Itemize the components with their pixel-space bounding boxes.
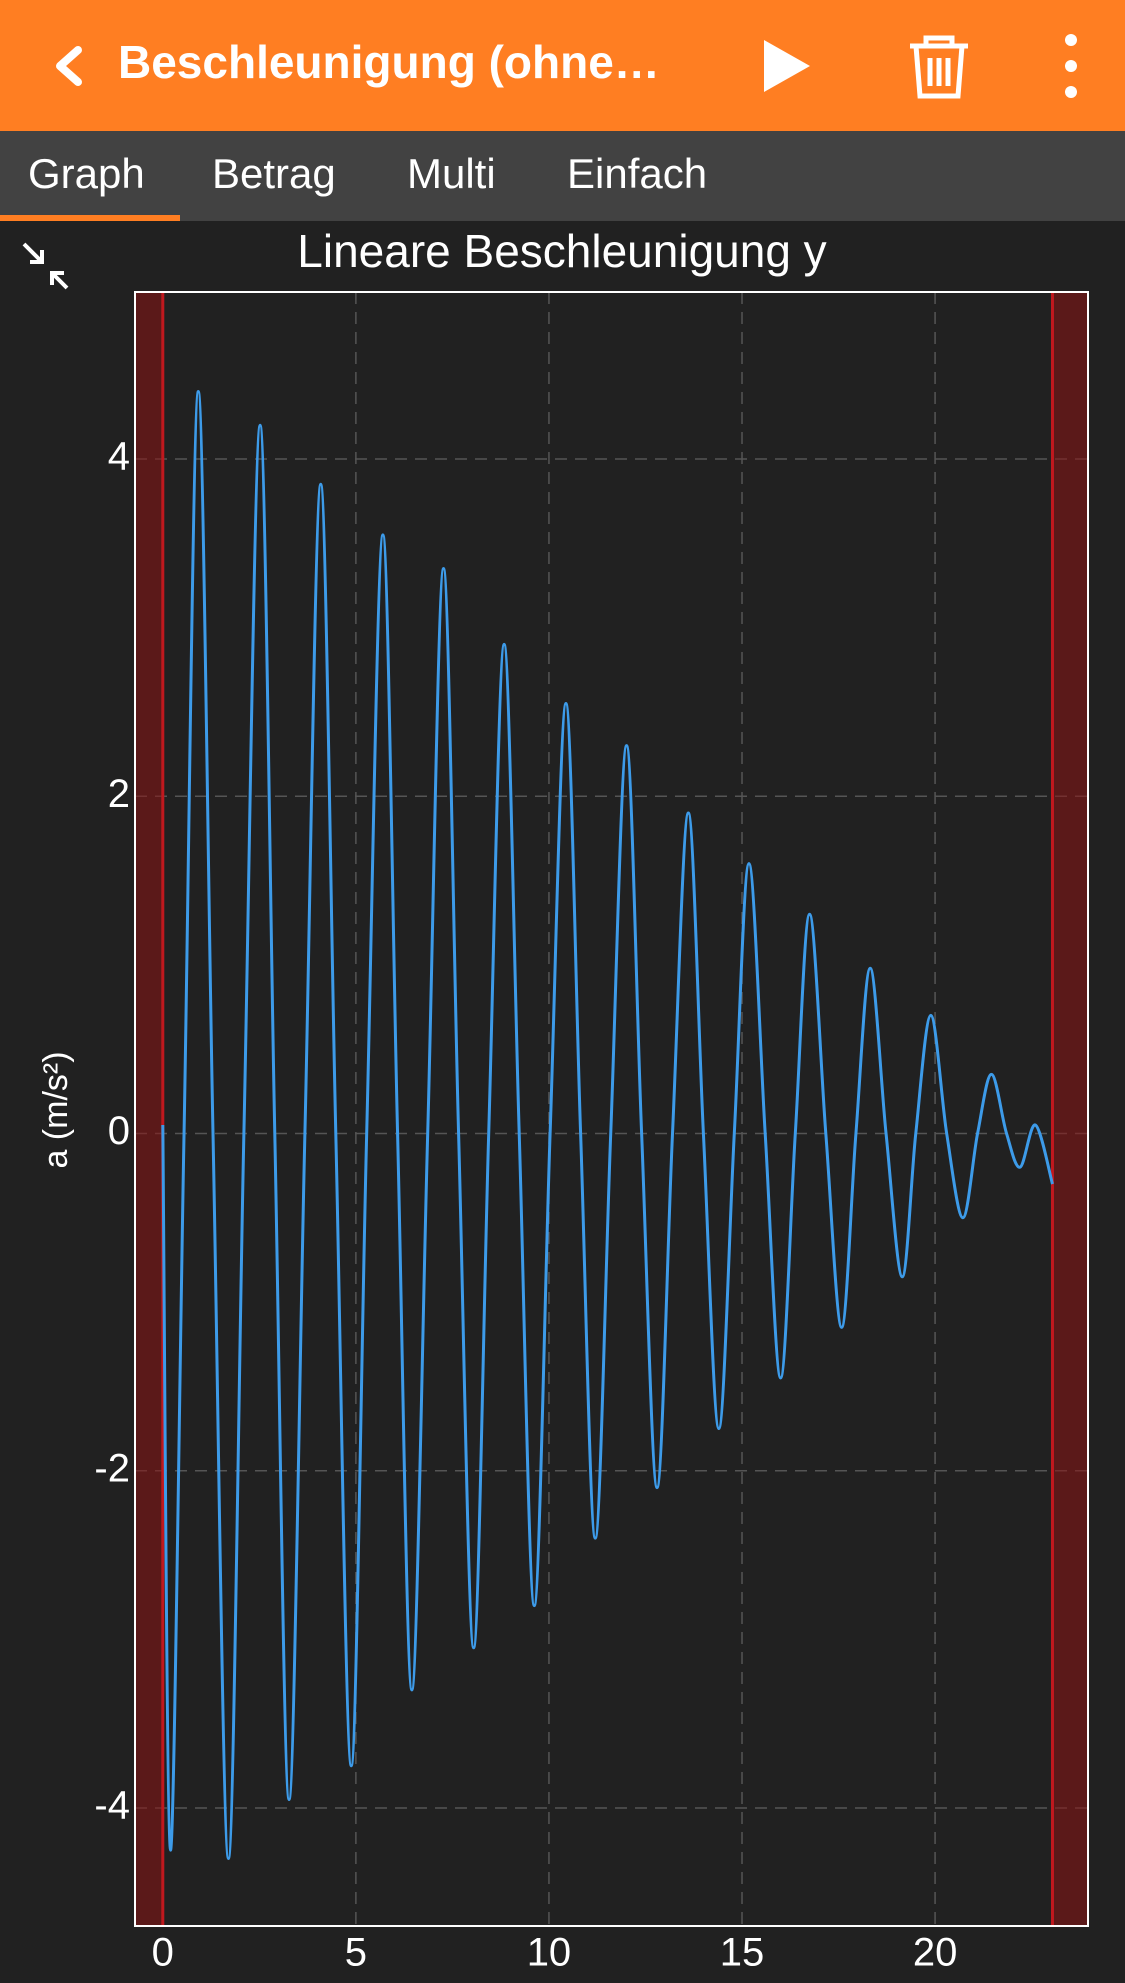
- header-title: Beschleunigung (ohne…: [118, 36, 660, 88]
- x-tick-label: 0: [152, 1931, 174, 1975]
- delete-button[interactable]: [910, 35, 968, 99]
- y-tick-label: -2: [94, 1446, 130, 1490]
- active-tab-indicator: [0, 215, 180, 221]
- out-of-range-shade: [1052, 292, 1088, 1926]
- y-tick-label: 2: [108, 772, 130, 816]
- tab[interactable]: Betrag: [212, 150, 336, 197]
- tab[interactable]: Einfach: [567, 150, 707, 197]
- x-tick-label: 15: [720, 1931, 765, 1975]
- y-tick-label: 0: [108, 1109, 130, 1153]
- out-of-range-shade: [135, 292, 163, 1926]
- tab-bar: [0, 131, 1125, 221]
- x-tick-label: 10: [527, 1931, 572, 1975]
- x-tick-label: 5: [345, 1931, 367, 1975]
- tab[interactable]: Multi: [407, 150, 496, 197]
- chart-title: Lineare Beschleunigung y: [297, 225, 826, 277]
- y-tick-label: -4: [94, 1784, 130, 1828]
- play-button[interactable]: [764, 40, 810, 92]
- y-axis-label: a (m/s²): [37, 1051, 75, 1168]
- back-button[interactable]: [56, 46, 82, 86]
- plot-frame: [134, 291, 1089, 1927]
- collapse-button[interactable]: [22, 242, 69, 290]
- y-tick-label: 4: [108, 435, 130, 479]
- tab[interactable]: Graph: [28, 150, 145, 197]
- x-tick-label: 20: [913, 1931, 958, 1975]
- menu-button[interactable]: [1065, 34, 1077, 98]
- data-line: [161, 389, 1054, 1861]
